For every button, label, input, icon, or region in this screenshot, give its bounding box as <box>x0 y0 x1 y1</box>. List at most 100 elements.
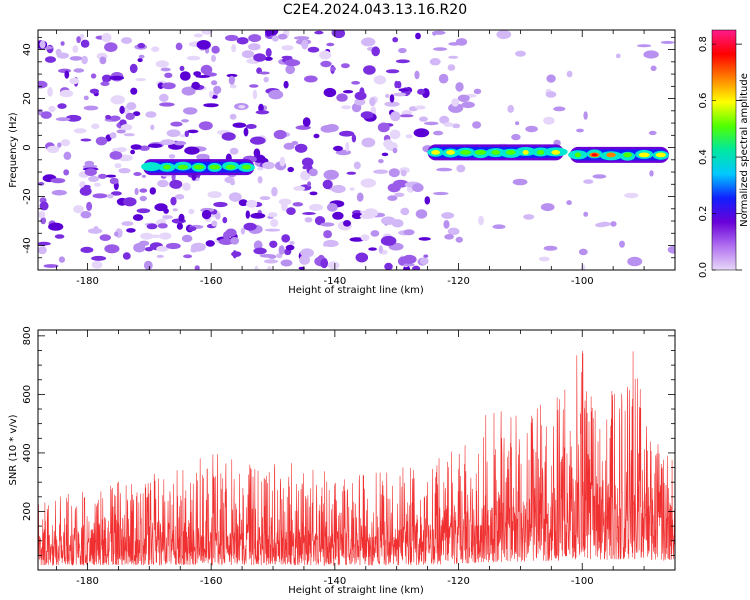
spectrogram-noise-blob <box>163 208 169 214</box>
colorbar-tick-label: 0.2 <box>698 206 709 222</box>
spectrogram-noise-blob <box>56 52 69 59</box>
spectrogram-noise-blob <box>267 266 272 270</box>
spectrogram-noise-blob <box>47 87 53 97</box>
snr-x-ticks: -180 -160 -140 -120 -100 <box>56 330 676 587</box>
spectrogram-noise-blob <box>359 213 375 220</box>
spectrogram-noise-blob <box>447 64 456 71</box>
spectrogram-noise-blob <box>349 237 365 242</box>
spectrogram-noise-blob <box>179 65 185 72</box>
spectrogram-noise-blob <box>176 222 183 230</box>
spectrogram-noise-blob <box>156 254 164 258</box>
spectrogram-noise-blob <box>392 147 398 154</box>
spectrogram-noise-blob <box>443 220 450 229</box>
spectrogram-noise-blob <box>566 200 572 206</box>
spectrogram-ridge-peak <box>431 150 440 155</box>
spectrogram-noise-blob <box>269 240 278 248</box>
spectrogram-noise-blob <box>452 123 461 129</box>
spectrogram-noise-blob <box>389 129 401 140</box>
spectrogram-noise-blob <box>309 191 318 196</box>
spectrogram-noise-blob <box>231 44 237 53</box>
spectrogram-noise-blob <box>538 256 550 262</box>
spectrogram-noise-blob <box>540 203 555 212</box>
spectrogram-noise-blob <box>60 139 71 147</box>
spectrogram-noise-blob <box>298 266 305 270</box>
spectrogram-noise-blob <box>240 227 245 235</box>
spectrogram-noise-blob <box>387 183 401 193</box>
spectrogram-noise-blob <box>368 247 377 251</box>
spectrogram-noise-blob <box>38 241 51 246</box>
spectrogram-noise-blob <box>436 167 453 172</box>
spectrogram-noise-blob <box>183 254 193 259</box>
spectrogram-noise-blob <box>150 124 155 131</box>
spectrogram-noise-blob <box>343 220 351 227</box>
spectrogram-panel: -180 -160 -140 -120 -100 -40 -20 0 20 40 Height … <box>8 29 676 296</box>
spectrogram-noise-blob <box>73 205 84 214</box>
spectrogram-noise-blob <box>121 221 134 227</box>
spectrogram-noise-blob <box>307 46 320 53</box>
spectrogram-noise-blob <box>419 116 428 122</box>
spectrogram-noise-blob <box>40 217 46 225</box>
spectrogram-noise-blob <box>326 42 335 47</box>
spectrogram-noise-blob <box>378 245 383 254</box>
spectrogram-noise-blob <box>139 145 150 151</box>
spectrogram-noise-blob <box>384 101 400 107</box>
spectrogram-noise-blob <box>181 86 196 96</box>
spectrogram-noise-blob <box>400 207 410 216</box>
spectrogram-noise-blob <box>109 115 121 122</box>
spectrogram-noise-blob <box>388 168 400 178</box>
spectrogram-noise-blob <box>370 230 380 237</box>
spectrogram-noise-blob <box>650 65 657 72</box>
spectrogram-noise-blob <box>243 222 257 231</box>
spectrogram-noise-blob <box>179 134 186 138</box>
spectrogram-noise-blob <box>283 80 289 89</box>
spectrogram-noise-blob <box>515 50 526 57</box>
spectrogram-noise-blob <box>429 58 441 66</box>
spectrogram-noise-blob <box>259 254 275 258</box>
spectrogram-noise-blob <box>451 98 460 107</box>
y-tick-label: 40 <box>22 43 33 56</box>
spectrogram-noise-blob <box>649 170 654 177</box>
x-tick-label: -100 <box>571 576 594 587</box>
spectrogram-noise-blob <box>161 82 176 90</box>
spectrogram-noise-blob <box>211 54 216 63</box>
spectrogram-noise-blob <box>58 256 65 263</box>
spectrogram-noise-blob <box>439 115 450 124</box>
spectrogram-ridge-peak <box>446 150 456 155</box>
spectrogram-noise-blob <box>455 38 468 46</box>
spectrogram-noise-blob <box>157 223 168 229</box>
spectrogram-noise-blob <box>543 116 555 125</box>
spectrogram-noise-blob <box>91 255 107 261</box>
spectrogram-noise-blob <box>122 252 131 260</box>
spectrogram-noise-blob <box>57 103 67 109</box>
spectrogram-noise-blob <box>424 121 439 126</box>
spectrogram-noise-blob <box>182 182 191 191</box>
spectrogram-noise-blob <box>507 104 514 113</box>
y-tick-label: -40 <box>22 237 33 253</box>
spectrogram-noise-blob <box>332 211 344 220</box>
spectrogram-noise-blob <box>249 136 266 145</box>
spectrogram-noise-blob <box>157 179 169 188</box>
spectrogram-noise-blob <box>399 114 414 118</box>
spectrogram-noise-blob <box>211 80 218 86</box>
x-tick-label: -180 <box>76 276 99 287</box>
spectrogram-noise-blob <box>126 102 137 111</box>
spectrogram-noise-blob <box>253 53 266 62</box>
snr-panel: -180 -160 -140 -120 -100 200 400 600 800 Height… <box>8 326 676 596</box>
spectrogram-noise-blob <box>250 212 266 219</box>
spectrogram-noise-blob <box>378 159 384 164</box>
spectrogram-noise-blob <box>229 147 239 155</box>
spectrogram-noise-blob <box>83 105 99 111</box>
spectrogram-noise-blob <box>168 154 176 159</box>
spectrogram-noise-blob <box>119 105 125 114</box>
spectrogram-noise-blob <box>198 121 213 131</box>
spectrogram-noise-blob <box>258 71 270 75</box>
spectrogram-noise-blob <box>226 73 238 78</box>
spectrogram-noise-blob <box>109 132 117 139</box>
snr-series-line <box>38 350 675 567</box>
spectrogram-noise-blob <box>270 218 279 228</box>
spectrogram-noise-blob <box>523 214 535 220</box>
spectrogram-noise-blob <box>286 207 296 216</box>
spectrogram-x-ticks: -180 -160 -140 -120 -100 <box>56 30 676 287</box>
x-tick-label: -100 <box>571 276 594 287</box>
